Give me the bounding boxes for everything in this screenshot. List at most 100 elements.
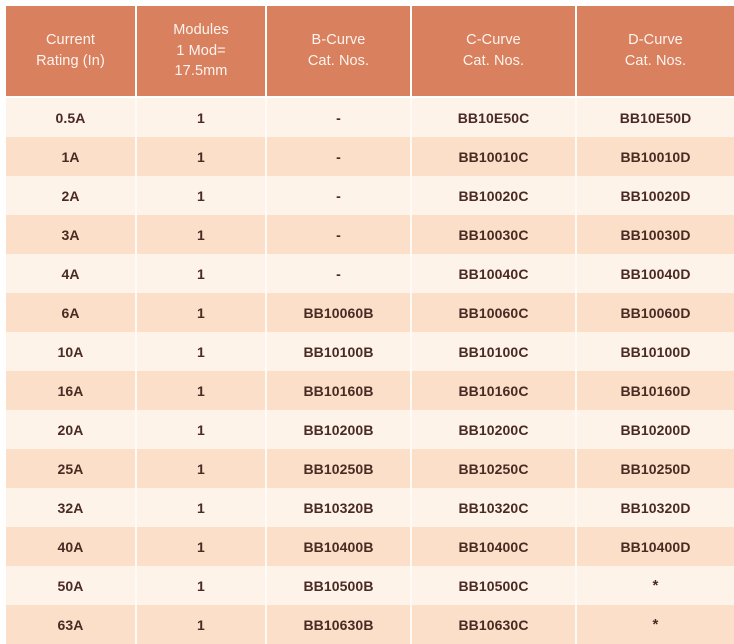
- cell-current_rating: 1A: [6, 137, 137, 176]
- cell-b_curve: BB10100B: [266, 332, 412, 371]
- column-header-line: Cat. Nos.: [462, 53, 525, 69]
- cell-c_curve: BB10100C: [411, 332, 577, 371]
- column-header-d_curve: D-Curve Cat. Nos.: [576, 6, 734, 98]
- cell-modules: 1: [136, 410, 267, 449]
- cell-current_rating: 0.5A: [6, 97, 137, 137]
- cell-c_curve: BB10020C: [411, 176, 577, 215]
- column-header-line: D-Curve: [628, 32, 683, 49]
- cell-d_curve: BB10250D: [576, 449, 734, 488]
- cell-current_rating: 20A: [6, 410, 137, 449]
- table-header: Current Rating (In) Modules 1 Mod= 17.5mm B-C…: [6, 6, 734, 98]
- column-header-line: 17.5mm: [174, 63, 228, 80]
- cell-modules: 1: [136, 293, 267, 332]
- cell-d_curve: *: [576, 605, 734, 644]
- cell-modules: 1: [136, 371, 267, 410]
- cell-c_curve: BB10320C: [411, 488, 577, 527]
- cell-b_curve: -: [266, 254, 412, 293]
- cell-b_curve: -: [266, 176, 412, 215]
- cell-b_curve: BB10630B: [266, 605, 412, 644]
- cell-d_curve: BB10320D: [576, 488, 734, 527]
- cell-c_curve: BB10500C: [411, 566, 577, 605]
- cell-c_curve: BB10200C: [411, 410, 577, 449]
- cell-b_curve: -: [266, 137, 412, 176]
- cell-modules: 1: [136, 176, 267, 215]
- column-header-line: Cat. Nos.: [307, 53, 370, 69]
- column-header-line: Rating (In): [36, 53, 105, 69]
- cell-current_rating: 4A: [6, 254, 137, 293]
- cell-d_curve: BB10100D: [576, 332, 734, 371]
- cell-modules: 1: [136, 527, 267, 566]
- column-header-line: 1 Mod=: [176, 42, 226, 59]
- cell-modules: 1: [136, 137, 267, 176]
- cell-c_curve: BB10040C: [411, 254, 577, 293]
- table-body: 0.5A 1- BB10E50C BB10E50D 1A 1- BB10010C BB1001…: [6, 97, 734, 644]
- cell-d_curve: BB10030D: [576, 215, 734, 254]
- column-header-line: C-Curve: [466, 32, 521, 49]
- table-row: 40A 1 BB10400B BB10400C BB10400D: [6, 527, 734, 566]
- cell-modules: 1: [136, 449, 267, 488]
- cell-b_curve: BB10200B: [266, 410, 412, 449]
- cell-current_rating: 40A: [6, 527, 137, 566]
- cell-b_curve: BB10320B: [266, 488, 412, 527]
- cell-modules: 1: [136, 254, 267, 293]
- cell-current_rating: 50A: [6, 566, 137, 605]
- table-row: 0.5A 1- BB10E50C BB10E50D: [6, 97, 734, 137]
- cell-d_curve: BB10E50D: [576, 97, 734, 137]
- cell-b_curve: BB10400B: [266, 527, 412, 566]
- cell-c_curve: BB10010C: [411, 137, 577, 176]
- column-header-b_curve: B-Curve Cat. Nos.: [266, 6, 412, 98]
- cell-b_curve: BB10500B: [266, 566, 412, 605]
- cell-modules: 1: [136, 215, 267, 254]
- cell-b_curve: BB10250B: [266, 449, 412, 488]
- table-row: 2A 1- BB10020C BB10020D: [6, 176, 734, 215]
- cell-c_curve: BB10160C: [411, 371, 577, 410]
- cell-c_curve: BB10030C: [411, 215, 577, 254]
- cell-current_rating: 32A: [6, 488, 137, 527]
- header-row: Current Rating (In) Modules 1 Mod= 17.5mm B-C…: [6, 6, 734, 98]
- cell-modules: 1: [136, 97, 267, 137]
- cell-c_curve: BB10250C: [411, 449, 577, 488]
- cell-d_curve: BB10160D: [576, 371, 734, 410]
- cell-b_curve: -: [266, 97, 412, 137]
- cell-current_rating: 16A: [6, 371, 137, 410]
- cell-d_curve: BB10010D: [576, 137, 734, 176]
- cell-current_rating: 2A: [6, 176, 137, 215]
- cell-d_curve: BB10040D: [576, 254, 734, 293]
- cell-d_curve: BB10060D: [576, 293, 734, 332]
- table-row: 63A 1 BB10630B BB10630C *: [6, 605, 734, 644]
- table-row: 32A 1 BB10320B BB10320C BB10320D: [6, 488, 734, 527]
- table-row: 4A 1- BB10040C BB10040D: [6, 254, 734, 293]
- cell-current_rating: 25A: [6, 449, 137, 488]
- table-row: 20A 1 BB10200B BB10200C BB10200D: [6, 410, 734, 449]
- table-row: 50A 1 BB10500B BB10500C *: [6, 566, 734, 605]
- cell-d_curve: BB10400D: [576, 527, 734, 566]
- cell-current_rating: 3A: [6, 215, 137, 254]
- cell-modules: 1: [136, 488, 267, 527]
- column-header-line: Current: [45, 32, 96, 49]
- cell-b_curve: BB10060B: [266, 293, 412, 332]
- cell-b_curve: BB10160B: [266, 371, 412, 410]
- cell-modules: 1: [136, 605, 267, 644]
- cell-d_curve: BB10200D: [576, 410, 734, 449]
- column-header-modules: Modules 1 Mod= 17.5mm: [136, 6, 267, 98]
- cell-c_curve: BB10E50C: [411, 97, 577, 137]
- column-header-current_rating: Current Rating (In): [6, 6, 137, 98]
- cell-current_rating: 10A: [6, 332, 137, 371]
- cell-d_curve: BB10020D: [576, 176, 734, 215]
- cell-modules: 1: [136, 332, 267, 371]
- column-header-line: Modules: [173, 22, 229, 39]
- column-header-line: Cat. Nos.: [624, 53, 687, 69]
- catalogue-numbers-table: Current Rating (In) Modules 1 Mod= 17.5mm B-C…: [6, 6, 734, 644]
- cell-c_curve: BB10400C: [411, 527, 577, 566]
- cell-current_rating: 63A: [6, 605, 137, 644]
- table-row: 10A 1 BB10100B BB10100C BB10100D: [6, 332, 734, 371]
- table-row: 6A 1 BB10060B BB10060C BB10060D: [6, 293, 734, 332]
- cell-c_curve: BB10060C: [411, 293, 577, 332]
- column-header-c_curve: C-Curve Cat. Nos.: [411, 6, 577, 98]
- table-row: 1A 1- BB10010C BB10010D: [6, 137, 734, 176]
- cell-current_rating: 6A: [6, 293, 137, 332]
- table-row: 3A 1- BB10030C BB10030D: [6, 215, 734, 254]
- cell-b_curve: -: [266, 215, 412, 254]
- table-row: 25A 1 BB10250B BB10250C BB10250D: [6, 449, 734, 488]
